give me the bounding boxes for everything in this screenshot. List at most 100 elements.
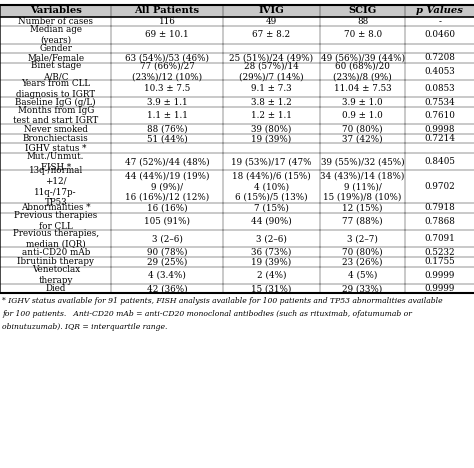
Bar — [0, 44, 474, 53]
Text: Baseline IgG (g/L): Baseline IgG (g/L) — [15, 98, 96, 107]
Text: 116: 116 — [159, 17, 175, 26]
Text: IGHV status *: IGHV status * — [25, 144, 86, 153]
Text: 0.9999: 0.9999 — [424, 271, 455, 280]
Text: Ibrutinib therapy: Ibrutinib therapy — [17, 257, 94, 266]
Text: Never smoked: Never smoked — [24, 124, 88, 133]
Bar — [0, 247, 474, 257]
Text: 3 (2–7): 3 (2–7) — [347, 234, 378, 243]
Text: 3.9 ± 1.1: 3.9 ± 1.1 — [147, 98, 187, 107]
Text: 18 (44%)/6 (15%)
4 (10%)
6 (15%)/5 (13%): 18 (44%)/6 (15%) 4 (10%) 6 (15%)/5 (13%) — [232, 171, 311, 202]
Text: 15 (31%): 15 (31%) — [251, 284, 292, 293]
Text: All Patients: All Patients — [135, 6, 200, 15]
Text: 0.7868: 0.7868 — [424, 217, 455, 226]
Text: IVIG: IVIG — [258, 6, 284, 15]
Text: 23 (26%): 23 (26%) — [342, 257, 383, 266]
Text: 4 (3.4%): 4 (3.4%) — [148, 271, 186, 280]
Text: Previous therapies
for CLL: Previous therapies for CLL — [14, 212, 97, 231]
Bar — [0, 124, 474, 134]
Text: 34 (43%)/14 (18%)
9 (11%)/
15 (19%)/8 (10%): 34 (43%)/14 (18%) 9 (11%)/ 15 (19%)/8 (1… — [320, 171, 405, 202]
Bar — [0, 80, 474, 97]
Text: 0.4053: 0.4053 — [424, 67, 455, 76]
Text: Died: Died — [46, 284, 66, 293]
Text: 39 (80%): 39 (80%) — [251, 124, 292, 133]
Bar — [0, 16, 474, 26]
Text: 0.7610: 0.7610 — [424, 111, 455, 120]
Text: 0.7091: 0.7091 — [424, 234, 455, 243]
Text: for 100 patients.   Anti-CD20 mAb = anti-CD20 monoclonal antibodies (such as rit: for 100 patients. Anti-CD20 mAb = anti-C… — [2, 310, 412, 318]
Text: 70 ± 8.0: 70 ± 8.0 — [344, 30, 382, 39]
Text: 70 (80%): 70 (80%) — [342, 124, 383, 133]
Text: 39 (55%)/32 (45%): 39 (55%)/32 (45%) — [321, 157, 404, 166]
Text: 44 (44%)/19 (19%)
9 (9%)/
16 (16%)/12 (12%): 44 (44%)/19 (19%) 9 (9%)/ 16 (16%)/12 (1… — [125, 171, 210, 202]
Text: 51 (44%): 51 (44%) — [147, 134, 187, 143]
Bar — [0, 230, 474, 247]
Text: 19 (39%): 19 (39%) — [251, 257, 292, 266]
Text: 12 (15%): 12 (15%) — [342, 204, 383, 212]
Text: 29 (33%): 29 (33%) — [343, 284, 383, 293]
Text: 29 (25%): 29 (25%) — [147, 257, 187, 266]
Text: 19 (39%): 19 (39%) — [251, 134, 292, 143]
Text: Number of cases: Number of cases — [18, 17, 93, 26]
Text: 0.8405: 0.8405 — [424, 157, 455, 166]
Bar — [0, 53, 474, 63]
Text: Previous therapies,
median (IQR): Previous therapies, median (IQR) — [13, 229, 99, 249]
Bar — [0, 26, 474, 44]
Text: 88: 88 — [357, 17, 368, 26]
Text: anti-CD20 mAb: anti-CD20 mAb — [21, 248, 90, 256]
Text: 63 (54%)/53 (46%): 63 (54%)/53 (46%) — [125, 53, 209, 62]
Text: 2 (4%): 2 (4%) — [256, 271, 286, 280]
Text: 0.7208: 0.7208 — [424, 53, 455, 62]
Bar — [0, 107, 474, 124]
Text: 19 (53%)/17 (47%: 19 (53%)/17 (47% — [231, 157, 311, 166]
Text: -: - — [438, 17, 441, 26]
Text: 67 ± 8.2: 67 ± 8.2 — [252, 30, 291, 39]
Text: 0.7918: 0.7918 — [424, 204, 455, 212]
Text: 3.9 ± 1.0: 3.9 ± 1.0 — [342, 98, 383, 107]
Text: Bronchiectasis: Bronchiectasis — [23, 134, 89, 143]
Text: Mut./Unmut.
FISH *: Mut./Unmut. FISH * — [27, 152, 84, 172]
Text: 3 (2–6): 3 (2–6) — [256, 234, 287, 243]
Text: Months from IgG
test and start IGRT: Months from IgG test and start IGRT — [13, 106, 98, 125]
Text: Male/Female: Male/Female — [27, 53, 84, 62]
Text: 28 (57%)/14
(29%)/7 (14%): 28 (57%)/14 (29%)/7 (14%) — [239, 61, 304, 81]
Text: obinutuzumab). IQR = interquartile range.: obinutuzumab). IQR = interquartile range… — [2, 323, 168, 331]
Text: 1.2 ± 1.1: 1.2 ± 1.1 — [251, 111, 292, 120]
Bar — [0, 97, 474, 107]
Text: 49 (56%)/39 (44%): 49 (56%)/39 (44%) — [320, 53, 405, 62]
Text: 42 (36%): 42 (36%) — [147, 284, 187, 293]
Text: SCIG: SCIG — [348, 6, 377, 15]
Text: 4 (5%): 4 (5%) — [348, 271, 377, 280]
Text: 49: 49 — [266, 17, 277, 26]
Text: 9.1 ± 7.3: 9.1 ± 7.3 — [251, 84, 292, 93]
Text: 0.9702: 0.9702 — [424, 182, 455, 191]
Text: 1.1 ± 1.1: 1.1 ± 1.1 — [146, 111, 188, 120]
Bar — [0, 284, 474, 293]
Bar — [0, 134, 474, 143]
Text: 0.1755: 0.1755 — [424, 257, 455, 266]
Bar — [0, 257, 474, 267]
Text: 88 (76%): 88 (76%) — [147, 124, 187, 133]
Text: 11.04 ± 7.53: 11.04 ± 7.53 — [334, 84, 392, 93]
Text: 0.0460: 0.0460 — [424, 30, 455, 39]
Text: 105 (91%): 105 (91%) — [144, 217, 190, 226]
Text: 60 (68%)/20
(23%)/8 (9%): 60 (68%)/20 (23%)/8 (9%) — [333, 61, 392, 81]
Text: 3.8 ± 1.2: 3.8 ± 1.2 — [251, 98, 292, 107]
Text: Venetoclax
therapy: Venetoclax therapy — [32, 265, 80, 285]
Text: 25 (51%)/24 (49%): 25 (51%)/24 (49%) — [229, 53, 313, 62]
Text: 7 (15%): 7 (15%) — [254, 204, 289, 212]
Text: 0.0853: 0.0853 — [424, 84, 455, 93]
Bar — [0, 267, 474, 284]
Text: 70 (80%): 70 (80%) — [342, 248, 383, 256]
Bar — [0, 153, 474, 170]
Text: Variables: Variables — [30, 6, 82, 15]
Text: 77 (88%): 77 (88%) — [342, 217, 383, 226]
Text: Median age
(years): Median age (years) — [30, 25, 82, 45]
Text: 0.7534: 0.7534 — [424, 98, 455, 107]
Text: * IGHV status available for 91 patients, FISH analysis available for 100 patient: * IGHV status available for 91 patients,… — [2, 297, 443, 305]
Text: 44 (90%): 44 (90%) — [251, 217, 292, 226]
Text: 0.5232: 0.5232 — [424, 248, 455, 256]
Text: 90 (78%): 90 (78%) — [147, 248, 187, 256]
Text: Binet stage
A/B/C: Binet stage A/B/C — [30, 61, 81, 81]
Bar — [0, 170, 474, 203]
Bar — [0, 63, 474, 80]
